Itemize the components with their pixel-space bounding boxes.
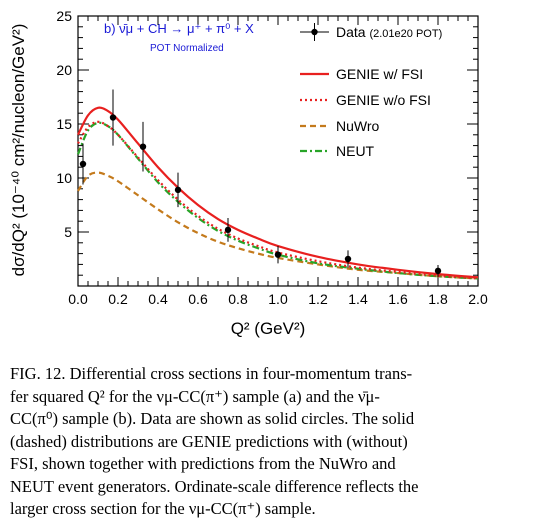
data-point — [79, 160, 87, 168]
caption-line: FSI, shown together with predictions fro… — [10, 454, 396, 473]
x-tick-label: 1.2 — [308, 291, 328, 307]
legend: Data (2.01e20 POT) GENIE w/ FSI GENIE w/o … — [300, 23, 442, 159]
x-axis-label: Q² (GeV²) — [231, 319, 306, 338]
legend-label-data: Data (2.01e20 POT) — [336, 24, 442, 40]
y-tick-label: 25 — [56, 8, 72, 24]
legend-marker-data — [311, 28, 318, 36]
data-points — [79, 89, 442, 277]
x-tick-label: 0.4 — [148, 291, 168, 307]
data-point — [109, 114, 117, 121]
y-tick-label: 5 — [64, 224, 72, 240]
series-line-genie-w-fsi — [77, 106, 479, 279]
legend-label: GENIE w/o FSI — [336, 92, 431, 108]
legend-label: NEUT — [336, 143, 375, 159]
caption-line: CC(π⁰) sample (b). Data are shown as sol… — [10, 409, 415, 428]
x-tick-label: 2.0 — [468, 291, 488, 307]
y-tick-label: 10 — [56, 170, 72, 186]
x-tick-label: 0.8 — [228, 291, 248, 307]
data-point — [224, 226, 232, 234]
caption-line: (dashed) distributions are GENIE predict… — [10, 431, 408, 451]
chart-subtitle: POT Normalized — [150, 43, 224, 54]
data-point — [174, 186, 182, 194]
data-point — [344, 255, 352, 263]
x-tick-label: 1.0 — [268, 291, 288, 307]
model-curves — [76, 106, 479, 280]
x-tick-label: 1.8 — [428, 291, 448, 307]
caption-line: larger cross section for the νμ-CC(π⁺) s… — [10, 499, 316, 518]
caption-line: fer squared Q² for the νμ-CC(π⁺) sample … — [10, 386, 380, 406]
legend-label-data-note: (2.01e20 POT) — [369, 28, 442, 40]
chart-title: b) ν̄μ + CH → μ⁺ + π⁰ + X — [104, 21, 254, 36]
legend-label: GENIE w/ FSI — [336, 66, 423, 82]
x-tick-label: 1.6 — [388, 291, 408, 307]
series-line-genie-w-o-fsi — [77, 120, 479, 280]
x-tick-label: 0.0 — [68, 291, 88, 307]
chart: 0.0 0.2 0.4 0.6 0.8 1.0 1.2 1.4 1.6 1.8 2.0 5 10 15 20… — [9, 8, 488, 338]
x-tick-label: 0.6 — [188, 291, 208, 307]
data-point — [274, 251, 282, 258]
figure-caption: FIG. 12. Differential cross sections in … — [10, 363, 540, 521]
y-axis-label: dσ/dQ² (10⁻⁴⁰ cm²/nucleon/GeV²) — [9, 24, 28, 277]
x-tick-label: 0.2 — [108, 291, 128, 307]
data-point — [434, 267, 442, 275]
caption-line: FIG. 12. Differential cross sections in … — [10, 364, 413, 383]
axis-ticks: 0.0 0.2 0.4 0.6 0.8 1.0 1.2 1.4 1.6 1.8 2.0 5 10 15 20… — [56, 8, 488, 307]
y-tick-label: 20 — [56, 62, 72, 78]
y-tick-label: 15 — [56, 116, 72, 132]
data-point — [139, 143, 147, 150]
caption-line: NEUT event generators. Ordinate-scale di… — [10, 476, 419, 496]
legend-label: NuWro — [336, 118, 380, 134]
x-tick-label: 1.4 — [348, 291, 368, 307]
